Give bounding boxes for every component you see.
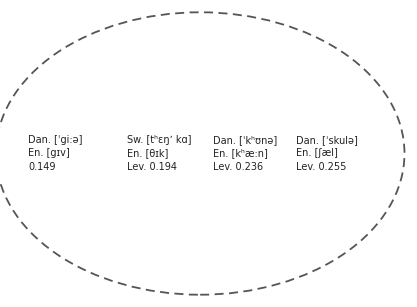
Text: Dan. [ˈskulə]
En. [ʃæl]
Lev. 0.255: Dan. [ˈskulə] En. [ʃæl] Lev. 0.255 — [296, 135, 358, 172]
Text: Dan. [ˈkʰʊnə]
En. [kʰæ:n]
Lev. 0.236: Dan. [ˈkʰʊnə] En. [kʰæ:n] Lev. 0.236 — [213, 135, 277, 172]
Ellipse shape — [25, 57, 213, 250]
Text: Sw. [tʰɛŋʼ kɑ]
En. [θɪk]
Lev. 0.194: Sw. [tʰɛŋʼ kɑ] En. [θɪk] Lev. 0.194 — [127, 135, 192, 172]
Ellipse shape — [25, 97, 121, 210]
Ellipse shape — [8, 28, 292, 279]
Text: Dan. [ˈgi:ə]
En. [gɪv]
0.149: Dan. [ˈgi:ə] En. [gɪv] 0.149 — [28, 135, 83, 172]
Ellipse shape — [0, 12, 404, 295]
